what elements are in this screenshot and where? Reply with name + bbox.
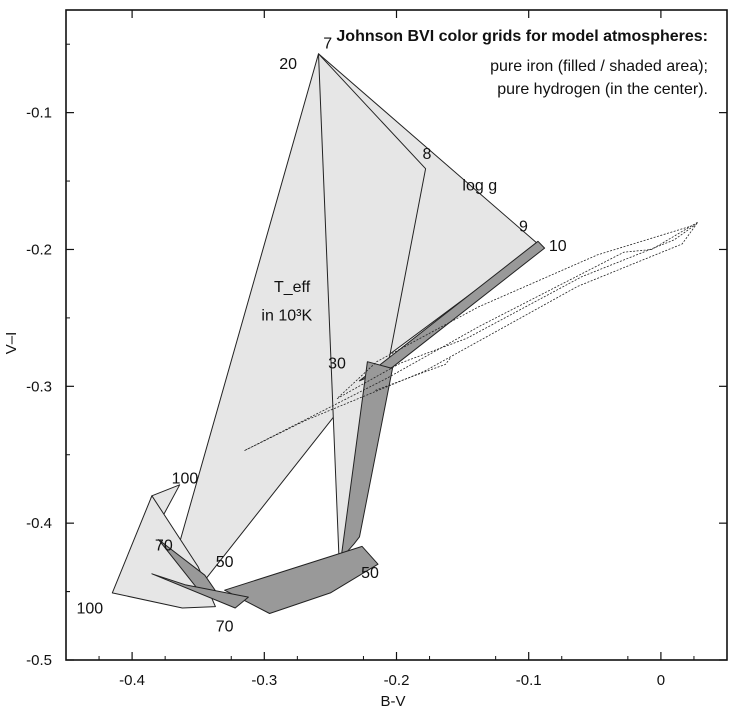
y-axis-label: V–I xyxy=(3,332,20,355)
axes: -0.4 -0.3 -0.2 -0.1 0 -0.1 -0.2 -0.3 -0.4 -0.5 xyxy=(26,9,728,689)
iron-dark-band-6 xyxy=(224,545,379,614)
x-tick-label: -0.4 xyxy=(119,672,145,689)
chart-title: Johnson BVI color grids for model atmosp… xyxy=(336,28,708,45)
y-tick-label: -0.2 xyxy=(26,241,52,258)
annotation-label: 100 xyxy=(76,600,103,617)
y-tick-label: -0.1 xyxy=(26,105,52,122)
subtitle-line-1: pure iron (filled / shaded area); xyxy=(490,58,708,75)
iron-dark-band-5 xyxy=(340,361,393,560)
annotation-label: 50 xyxy=(361,565,379,582)
x-tick-label: 0 xyxy=(657,672,665,689)
y-tick-label: -0.5 xyxy=(26,652,52,669)
subtitle-line-2: pure hydrogen (in the center). xyxy=(497,81,708,98)
annotation-label: 9 xyxy=(519,219,528,236)
annotation-label: 30 xyxy=(328,356,346,373)
annotation-label: 10 xyxy=(549,238,567,255)
hydrogen-grid-11 xyxy=(375,357,452,391)
x-tick-label: -0.1 xyxy=(516,672,542,689)
annotation-label: 50 xyxy=(216,554,234,571)
x-tick-label: -0.2 xyxy=(384,672,410,689)
grid-regions xyxy=(111,53,699,614)
x-axis-label: B-V xyxy=(380,693,405,710)
iron-dark-band-8 xyxy=(151,573,249,609)
annotation-label: in 10³K xyxy=(261,308,312,325)
annotation-label: T_eff xyxy=(274,279,311,296)
annotation-label: 70 xyxy=(155,538,173,555)
hydrogen-grid-10 xyxy=(336,224,696,399)
annotation-label: 20 xyxy=(279,56,297,73)
annotation-label: 70 xyxy=(216,618,234,635)
annotation-label: 8 xyxy=(422,146,431,163)
annotation-label: log g xyxy=(462,178,497,195)
y-tick-label: -0.3 xyxy=(26,378,52,395)
annotation-label: 7 xyxy=(323,35,332,52)
annotation-label: 100 xyxy=(172,470,199,487)
x-tick-label: -0.3 xyxy=(251,672,277,689)
y-tick-label: -0.4 xyxy=(26,515,52,532)
